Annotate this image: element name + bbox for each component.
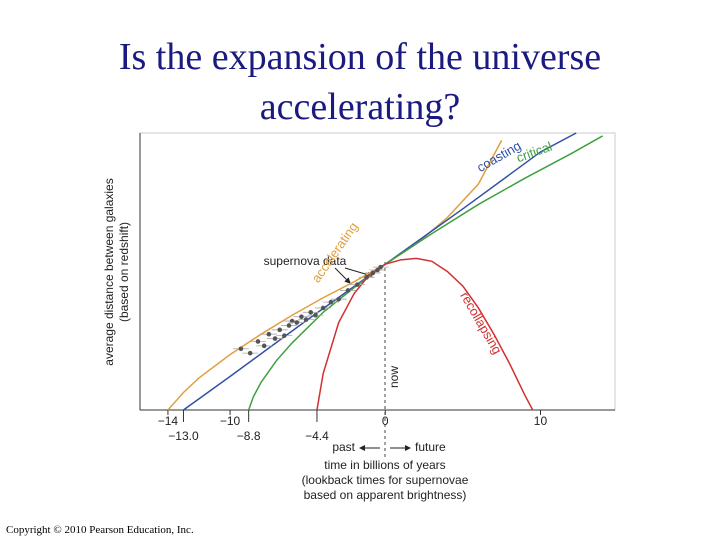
- x-tick-label: −4.4: [305, 429, 329, 443]
- data-point: [294, 320, 300, 325]
- data-point: [313, 312, 318, 318]
- y-axis-label: average distance between galaxies: [102, 178, 116, 365]
- data-point: [336, 296, 341, 302]
- data-point: [286, 323, 292, 328]
- data-point: [299, 314, 304, 319]
- data-point: [247, 350, 253, 356]
- x-tick-label: −8.8: [237, 429, 261, 443]
- x-tick-label: −14: [158, 414, 179, 428]
- x-tick-label: −13.0: [168, 429, 199, 443]
- data-point: [364, 275, 369, 280]
- annotation-arrow: [334, 267, 351, 284]
- data-point: [238, 346, 244, 352]
- data-point: [266, 331, 272, 337]
- slide-title: Is the expansion of the universe acceler…: [118, 36, 602, 128]
- series-line: [247, 135, 603, 411]
- annotation: future: [415, 440, 446, 454]
- data-point: [378, 264, 383, 270]
- x-tick-label: 10: [534, 414, 548, 428]
- data-point: [282, 333, 287, 338]
- data-point: [261, 343, 267, 349]
- data-point: [277, 327, 283, 333]
- x-axis-label: time in billions of years: [324, 458, 445, 472]
- data-point: [328, 299, 334, 305]
- data-point: [320, 305, 326, 311]
- copyright: Copyright © 2010 Pearson Education, Inc.: [6, 524, 194, 536]
- annotation: past: [332, 440, 355, 454]
- x-tick-label: −10: [220, 414, 241, 428]
- x-tick-label: 0: [382, 414, 389, 428]
- data-point: [308, 310, 314, 315]
- data-point: [345, 288, 351, 293]
- data-point: [370, 270, 376, 276]
- data-point: [272, 336, 278, 341]
- series-line: [167, 139, 503, 411]
- y-axis-label: (based on redshift): [117, 222, 131, 322]
- data-point: [355, 282, 360, 287]
- annotation: supernova data: [264, 254, 347, 268]
- series-line: [316, 257, 534, 411]
- data-point: [303, 317, 309, 322]
- data-point: [255, 339, 261, 344]
- data-point: [375, 267, 380, 273]
- x-axis-label: (lookback times for supernovae: [302, 473, 469, 487]
- annotation: now: [387, 366, 401, 388]
- x-axis-label: based on apparent brightness): [304, 488, 467, 502]
